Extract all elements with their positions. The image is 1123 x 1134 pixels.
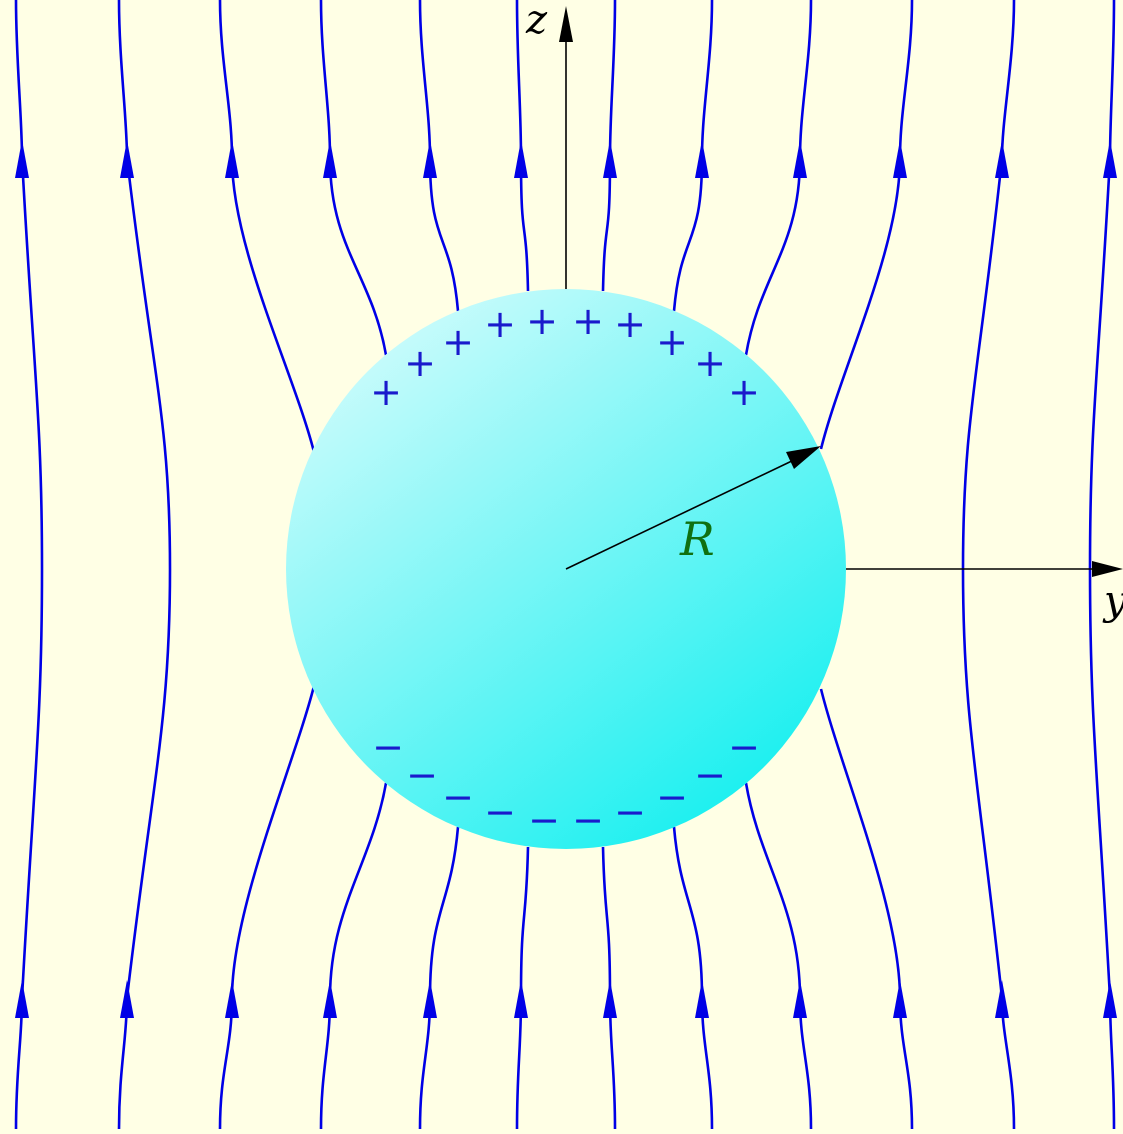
field-arrow-bottom-4 [323,980,337,1018]
negative-charge-3: − [442,775,474,819]
positive-charge-1: + [370,370,402,414]
field-arrow-top-7 [603,140,617,178]
field-arrow-top-2 [120,140,134,178]
field-arrow-bottom-3 [225,980,239,1018]
field-line-bottom-4 [319,782,388,1129]
negative-charge-5: − [528,798,560,842]
field-arrow-bottom-7 [603,980,617,1018]
positive-charge-6: + [572,299,604,343]
positive-charge-7: + [614,302,646,346]
radius-arrowhead [786,446,821,469]
negative-charge-8: − [656,775,688,819]
negative-charge-10: − [728,725,760,769]
field-arrow-top-10 [893,140,907,178]
field-line-top-3 [218,0,316,453]
field-arrow-top-8 [695,140,709,178]
positive-charge-4: + [484,302,516,346]
field-line-bottom-6 [515,846,530,1129]
field-arrow-top-6 [514,140,528,178]
z-axis-arrowhead [559,6,573,42]
field-arrow-bottom-6 [514,980,528,1018]
field-line-top-6 [515,0,530,292]
positive-charge-9: + [694,341,726,385]
field-arrow-top-11 [995,140,1009,178]
field-line-bottom-10 [819,688,914,1129]
negative-charge-2: − [406,753,438,797]
field-line-top-10 [819,0,914,450]
field-arrow-top-3 [225,140,239,178]
positive-charge-8: + [656,320,688,364]
field-line-bottom-3 [218,685,316,1129]
field-arrow-bottom-11 [995,980,1009,1018]
field-arrow-bottom-1 [15,980,29,1018]
positive-charge-3: + [442,320,474,364]
field-arrow-top-4 [323,140,337,178]
negative-charge-6: − [572,798,604,842]
radius-label: R [679,512,715,566]
positive-charge-2: + [404,341,436,385]
field-arrow-bottom-12 [1103,980,1117,1018]
y-axis-arrowhead [1092,561,1123,577]
radius-arrow-line [565,458,797,570]
positive-charge-5: + [526,299,558,343]
field-line-top-8 [672,0,714,312]
field-arrow-bottom-10 [893,980,907,1018]
field-arrow-top-9 [793,140,807,178]
field-arrow-top-5 [423,140,437,178]
negative-charge-9: − [694,753,726,797]
field-arrow-top-12 [1103,140,1117,178]
field-line-bottom-8 [672,826,714,1129]
field-arrow-bottom-9 [793,980,807,1018]
negative-charge-4: − [484,790,516,834]
field-arrow-bottom-5 [423,980,437,1018]
field-line-bottom-9 [744,782,813,1129]
surface-charges-negative: −− − − − − − − −− [372,725,760,842]
negative-charge-7: − [614,790,646,834]
field-arrow-bottom-2 [120,980,134,1018]
negative-charge-1: − [372,725,404,769]
field-line-top-5 [418,0,460,312]
field-arrow-top-1 [15,140,29,178]
positive-charge-10: + [728,370,760,414]
field-lines-bottom [15,685,1117,1129]
field-line-bottom-5 [418,826,460,1129]
field-arrow-bottom-8 [695,980,709,1018]
y-axis-label: y [1102,578,1123,624]
surface-charges-positive: ++ + + + + + + ++ [370,299,760,414]
z-axis-label: z [525,0,548,43]
